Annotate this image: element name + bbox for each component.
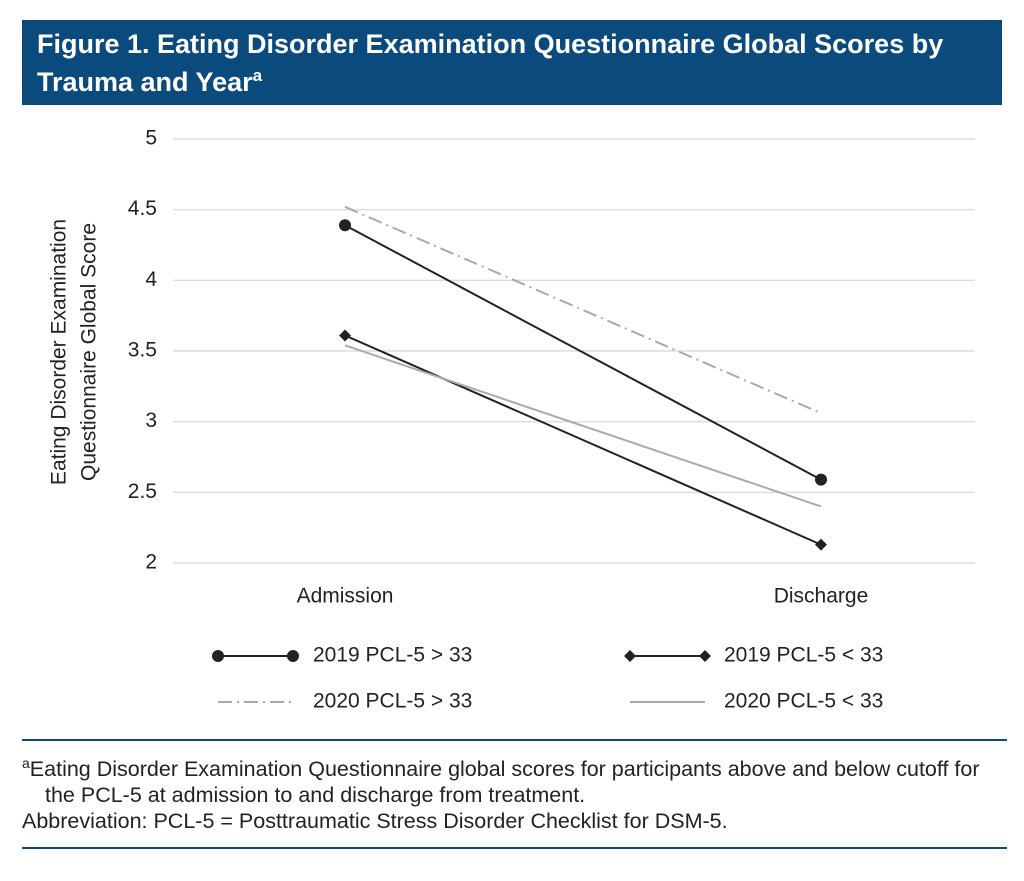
footnote-text: Eating Disorder Examination Questionnair… — [29, 757, 980, 808]
point — [815, 538, 827, 551]
y-axis-label: Eating Disorder Examination — [48, 219, 71, 485]
title-marker: a — [252, 66, 263, 85]
y-axis-label: Questionnaire Global Score — [78, 223, 101, 481]
series-line — [344, 224, 822, 481]
rule — [22, 739, 1007, 741]
legend-label: 2019 PCL-5 > 33 — [313, 644, 472, 667]
point — [624, 650, 636, 662]
point — [212, 650, 224, 662]
rule — [22, 847, 1007, 849]
abbreviation: Abbreviation: PCL-5 = Posttraumatic Stre… — [22, 809, 728, 834]
y-tick-label: 3 — [145, 409, 157, 432]
legend-label: 2019 PCL-5 < 33 — [724, 644, 883, 667]
x-tick-label: Admission — [297, 585, 394, 608]
y-tick-label: 4 — [145, 268, 157, 291]
y-tick-label: 2 — [145, 551, 157, 574]
point — [287, 650, 299, 662]
legend-label: 2020 PCL-5 > 33 — [313, 690, 472, 713]
chart: 2 2.5 3 3.5 4 4.5 5 Admission Discharge Eating Di… — [48, 127, 975, 713]
y-tick-label: 4.5 — [128, 197, 157, 220]
series-line — [344, 344, 822, 508]
series-line — [344, 205, 822, 415]
legend-label: 2020 PCL-5 < 33 — [724, 690, 883, 713]
series-line — [344, 334, 822, 546]
point — [339, 329, 351, 342]
footnote: aEating Disorder Examination Questionnai… — [22, 750, 1007, 808]
y-tick-label: 5 — [145, 127, 157, 150]
point — [339, 219, 351, 232]
point — [815, 473, 827, 486]
x-tick-label: Discharge — [774, 585, 869, 608]
y-tick-label: 2.5 — [128, 480, 157, 503]
header: Figure 1. Eating Disorder Examination Qu… — [22, 20, 1002, 105]
y-tick-label: 3.5 — [128, 339, 157, 362]
footnotes: aEating Disorder Examination Questionnai… — [22, 750, 1007, 834]
point — [699, 650, 711, 662]
title: Figure 1. Eating Disorder Examination Qu… — [37, 29, 944, 97]
footnote-marker: a — [22, 755, 30, 771]
